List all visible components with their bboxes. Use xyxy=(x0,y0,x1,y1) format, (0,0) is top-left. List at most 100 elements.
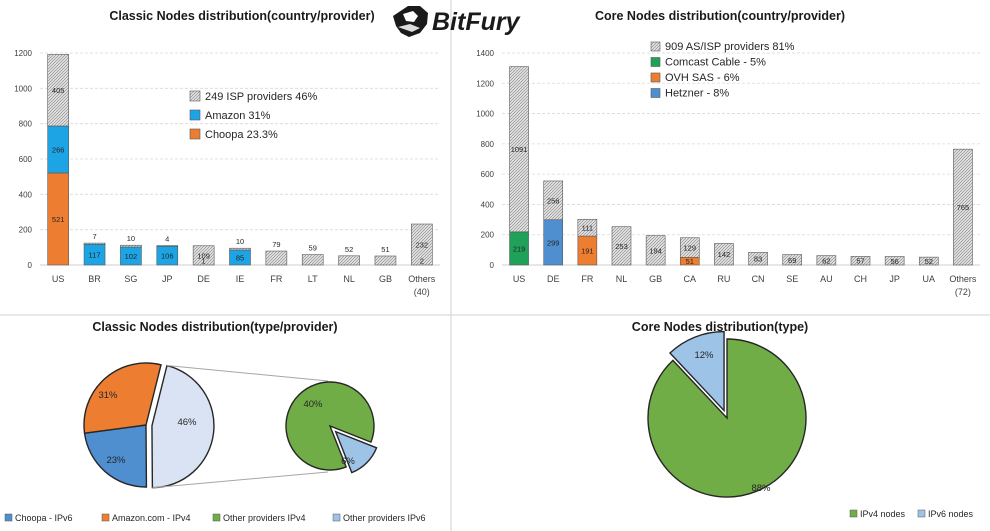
legend-label: Amazon 31% xyxy=(205,110,271,122)
data-label: 109 xyxy=(197,251,210,260)
x-tick-label: US xyxy=(513,274,526,284)
bar-segment xyxy=(120,244,142,248)
legend-label: IPv4 nodes xyxy=(860,509,906,519)
legend-label: Hetzner - 8% xyxy=(665,88,729,100)
legend-swatch xyxy=(849,509,858,518)
x-tick-label: JP xyxy=(162,274,173,284)
x-tick-label: CN xyxy=(752,274,765,284)
bar-segment xyxy=(782,254,803,266)
y-tick-label: 0 xyxy=(490,261,495,270)
data-label: 52 xyxy=(925,257,933,266)
core-type-title: Core Nodes distribution(type) xyxy=(632,320,808,334)
lion-head-icon xyxy=(393,6,428,37)
x-tick-label: LT xyxy=(308,274,318,284)
data-label: 57 xyxy=(856,257,864,266)
classic-country-chart: 0 200 400 600 800 1000 1200 US BR SG JP DE IE FR LT NL G… xyxy=(14,49,440,297)
bar-segment xyxy=(645,235,666,266)
data-label: 59 xyxy=(309,244,317,253)
data-label: 7 xyxy=(92,232,96,241)
bar-segment xyxy=(611,226,632,266)
legend-swatch xyxy=(332,513,341,522)
pie-label: 88% xyxy=(751,483,771,494)
x-tick-label: AU xyxy=(820,274,833,284)
legend-swatch xyxy=(650,72,661,83)
x-tick-label: RU xyxy=(717,274,730,284)
sub-pie-slice xyxy=(334,430,378,474)
data-label: 232 xyxy=(416,241,429,250)
bar-segment xyxy=(679,237,700,258)
x-tick-label: FR xyxy=(581,274,593,284)
data-label: 69 xyxy=(788,256,796,265)
x-tick-label: CA xyxy=(684,274,697,284)
bar-segment xyxy=(301,254,324,266)
bar-segment xyxy=(816,255,837,266)
data-label: 521 xyxy=(52,215,65,224)
legend-label: 909 AS/ISP providers 81% xyxy=(665,41,795,53)
bar-segment xyxy=(884,256,905,266)
legend-swatch xyxy=(189,128,201,140)
pie-slice xyxy=(151,364,215,489)
data-label: 4 xyxy=(165,235,169,244)
x-tick-label: SG xyxy=(124,274,137,284)
core-country-chart: 0 200 400 600 800 1000 1200 1400 US DE FR NL GB CA RU C… xyxy=(476,41,980,297)
data-label: 191 xyxy=(581,247,594,256)
y-tick-label: 600 xyxy=(481,170,495,179)
x-tick-label: NL xyxy=(343,274,355,284)
pie-label: 40% xyxy=(303,399,323,410)
y-tick-label: 200 xyxy=(19,226,33,235)
data-label: 117 xyxy=(89,251,101,260)
legend-swatch xyxy=(650,57,661,67)
bar-segment xyxy=(714,243,734,266)
data-label: 106 xyxy=(161,252,174,261)
x-tick-label: FR xyxy=(270,274,282,284)
legend-swatch xyxy=(650,41,661,52)
pie-label: 46% xyxy=(177,417,197,428)
x-tick-label: GB xyxy=(649,274,662,284)
data-label: 142 xyxy=(718,250,731,259)
x-tick-label: Others xyxy=(949,274,977,284)
pie-label: 12% xyxy=(694,350,714,361)
legend-swatch xyxy=(189,90,201,102)
pie-slice xyxy=(668,330,725,413)
data-label: 79 xyxy=(272,240,280,249)
data-label: 10 xyxy=(236,237,244,246)
legend-label: 249 ISP providers 46% xyxy=(205,91,318,103)
bar-segment xyxy=(47,54,69,127)
data-label: 56 xyxy=(890,257,898,266)
data-label: 83 xyxy=(754,255,762,264)
x-tick-label: Others xyxy=(408,274,436,284)
core-country-title: Core Nodes distribution(country/provider… xyxy=(595,9,845,23)
bar-segment xyxy=(156,245,179,247)
x-tick-label: UA xyxy=(923,274,936,284)
classic-type-title: Classic Nodes distribution(type/provider… xyxy=(92,320,337,334)
bar-segment xyxy=(265,250,288,266)
legend-label: IPv6 nodes xyxy=(928,509,974,519)
legend-swatch xyxy=(101,513,110,522)
data-label: 219 xyxy=(513,244,526,253)
bar-segment xyxy=(953,148,973,266)
data-label: 299 xyxy=(547,238,560,247)
legend-swatch xyxy=(189,109,201,121)
legend-label: Other providers IPv6 xyxy=(343,513,426,523)
data-label: 62 xyxy=(822,256,830,265)
data-label: 266 xyxy=(52,145,65,154)
bar-segment xyxy=(411,223,433,266)
pie-label: 6% xyxy=(341,456,355,467)
data-label: 85 xyxy=(236,253,244,262)
connector-line xyxy=(152,471,329,489)
pie-label: 31% xyxy=(98,390,118,401)
pie-slice xyxy=(647,338,807,498)
x-tick-label: IE xyxy=(236,274,245,284)
legend-swatch xyxy=(212,513,221,522)
bar-segment xyxy=(918,256,939,266)
legend-label: Amazon.com - IPv4 xyxy=(112,513,191,523)
y-tick-label: 1000 xyxy=(14,84,32,93)
classic-country-title: Classic Nodes distribution(country/provi… xyxy=(109,9,374,23)
x-tick-label: DE xyxy=(197,274,210,284)
data-label: 111 xyxy=(582,224,593,233)
y-tick-label: 400 xyxy=(19,190,33,199)
bar-segment xyxy=(577,218,598,237)
bitfury-logo: BitFury xyxy=(393,6,521,37)
core-type-pie: 12% 88% IPv4 nodes IPv6 nodes xyxy=(647,330,974,519)
data-label: 1 xyxy=(202,257,206,266)
